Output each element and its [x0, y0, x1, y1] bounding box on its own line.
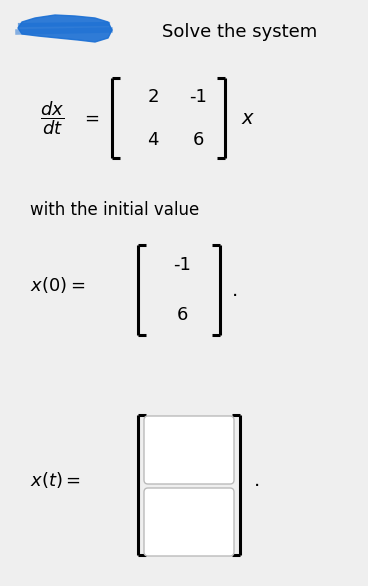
Text: with the initial value: with the initial value — [30, 201, 199, 219]
Text: $x(0) =$: $x(0) =$ — [30, 275, 85, 295]
Text: 6: 6 — [192, 131, 204, 149]
Text: $x$: $x$ — [241, 108, 255, 128]
Text: .: . — [232, 281, 238, 299]
Text: $=$: $=$ — [81, 109, 99, 127]
Text: 4: 4 — [147, 131, 159, 149]
Text: 2: 2 — [147, 88, 159, 106]
Polygon shape — [18, 15, 112, 42]
Text: Solve the system: Solve the system — [162, 23, 318, 41]
Text: $\dfrac{dx}{dt}$: $\dfrac{dx}{dt}$ — [40, 99, 64, 137]
FancyBboxPatch shape — [144, 416, 234, 484]
Text: 6: 6 — [176, 306, 188, 324]
Text: .: . — [254, 471, 260, 489]
Text: -1: -1 — [189, 88, 207, 106]
FancyBboxPatch shape — [144, 488, 234, 556]
Text: $x(t) =$: $x(t) =$ — [30, 470, 81, 490]
Text: -1: -1 — [173, 256, 191, 274]
